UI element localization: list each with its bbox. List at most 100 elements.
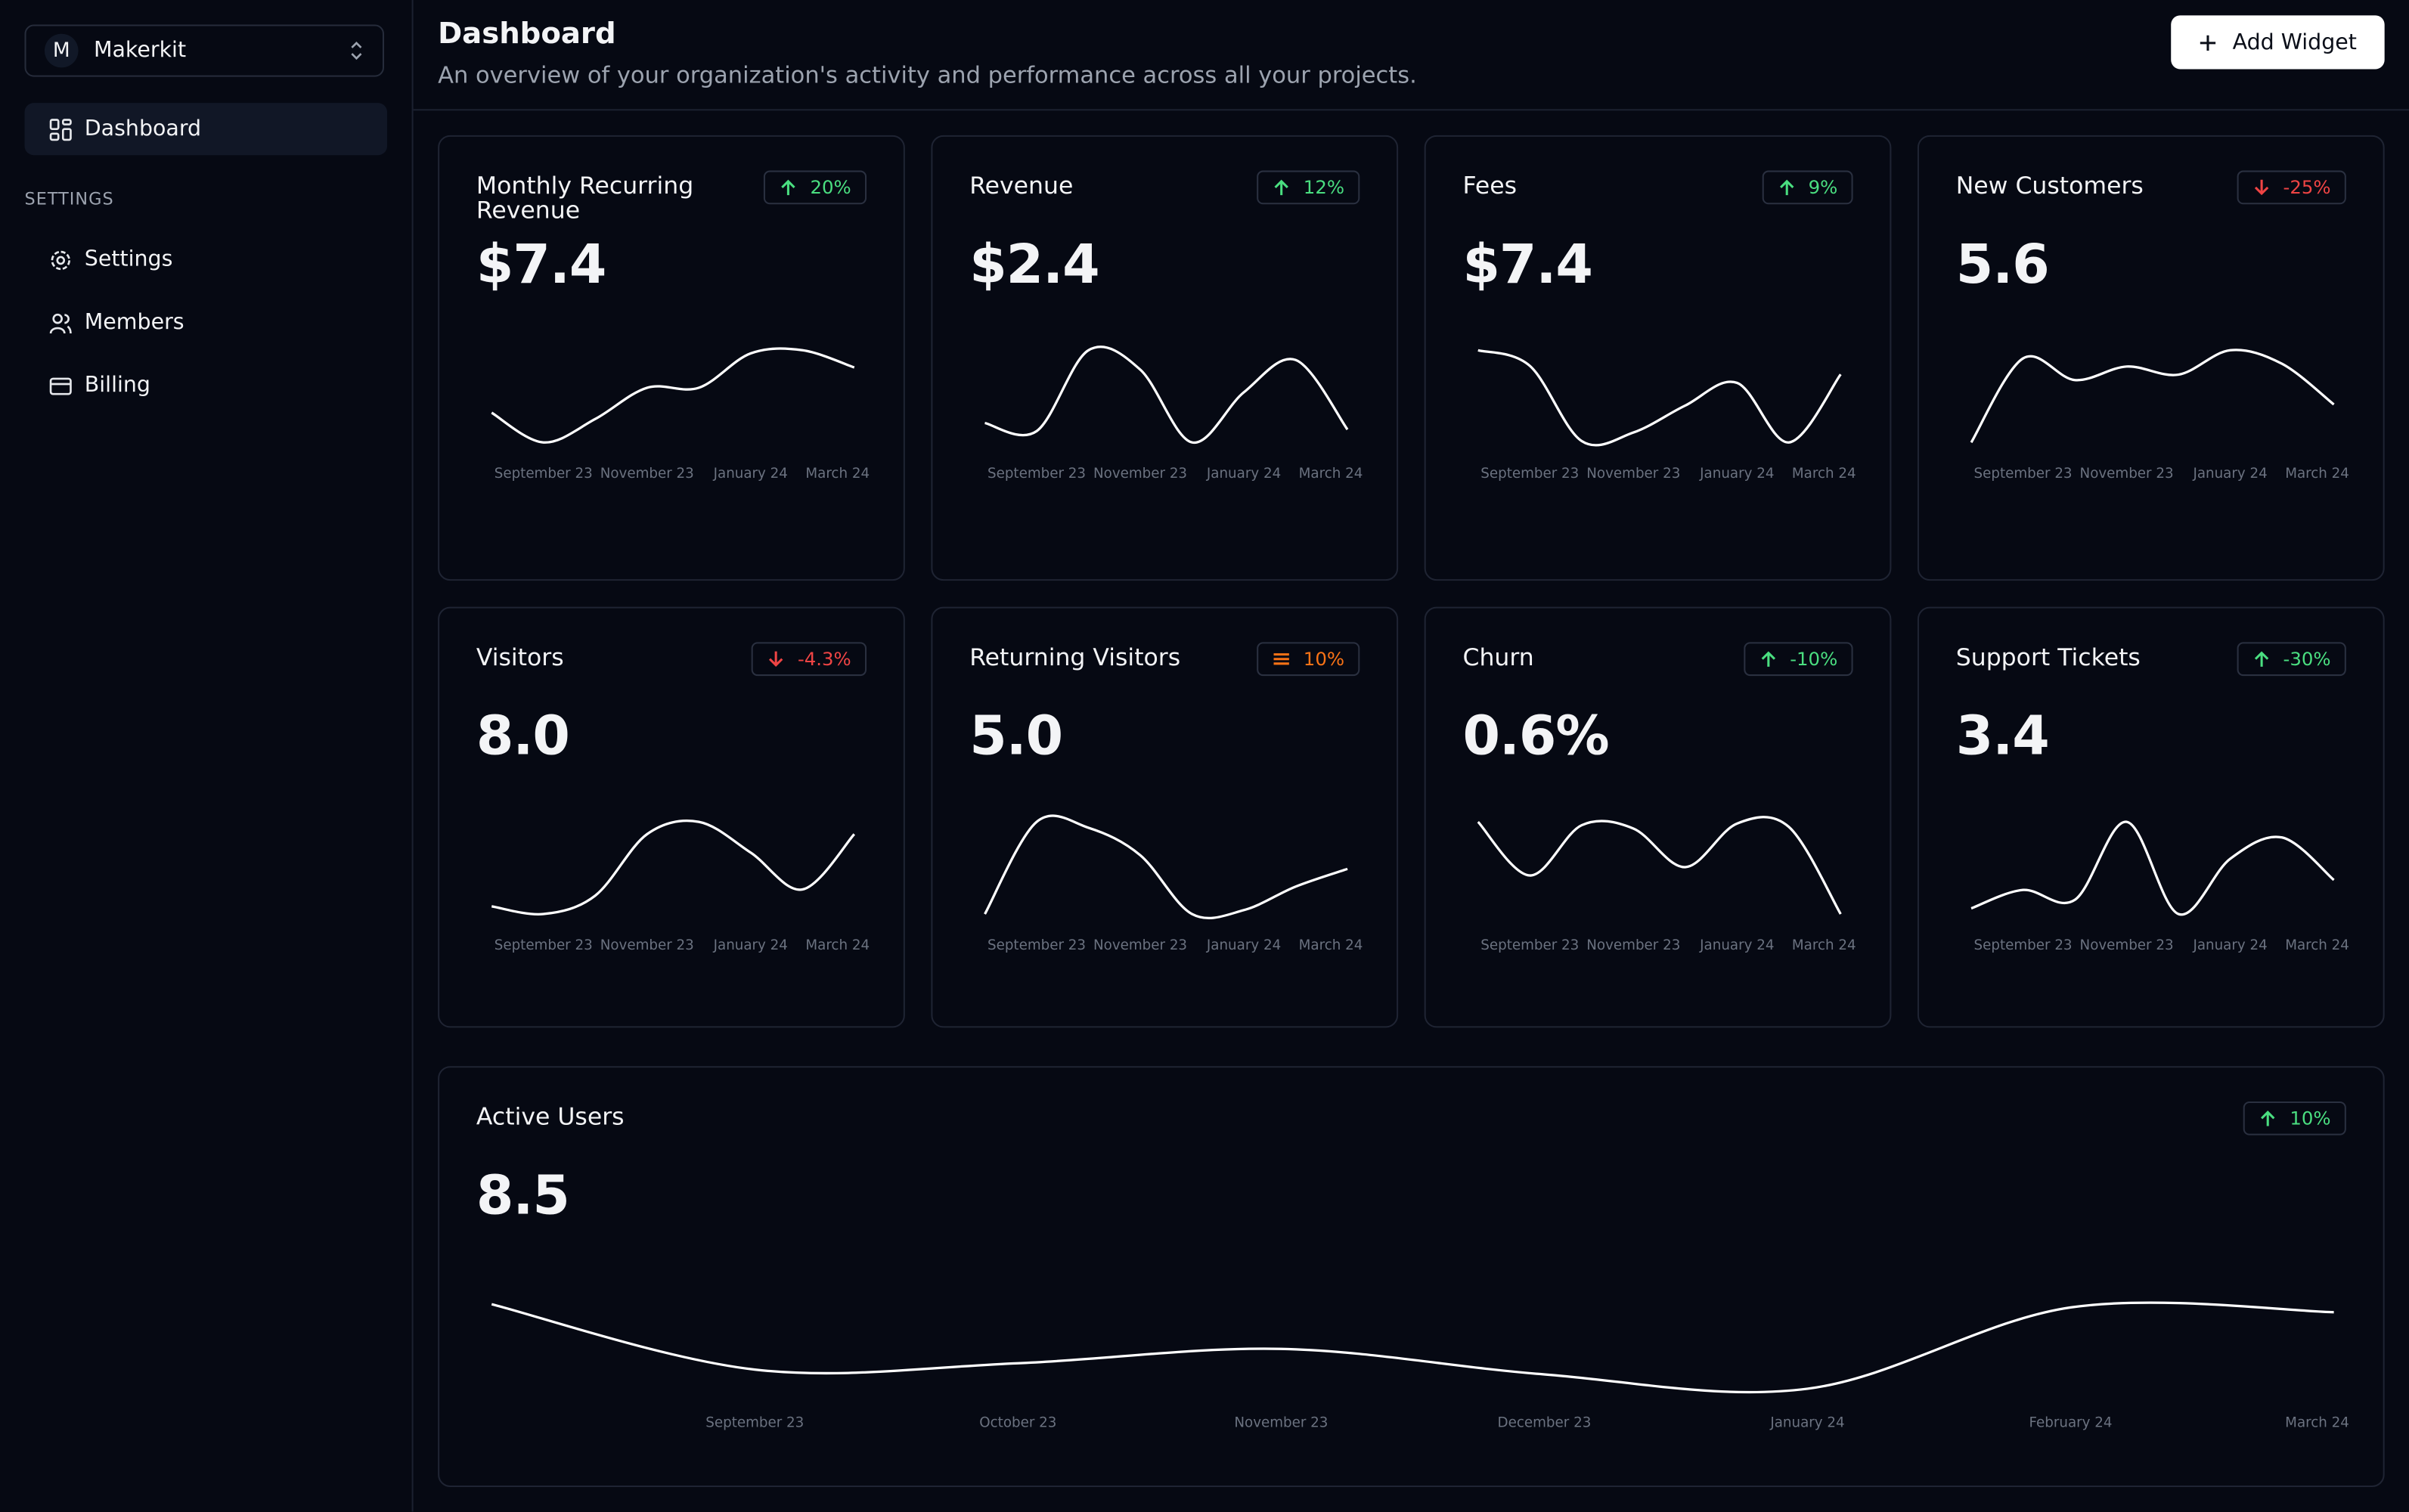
- sparkline-chart: September 23 November 23 January 24 March 2…: [491, 820, 870, 953]
- x-tick-label: November 23: [1586, 937, 1680, 953]
- nav-item[interactable]: Dashboard: [24, 103, 388, 156]
- sparkline: [984, 814, 1348, 920]
- chart: September 23 November 23 January 24 March 2…: [969, 768, 1363, 974]
- sparkline-chart: September 23 November 23 January 24 March 2…: [1970, 349, 2349, 482]
- sparkline: [1477, 816, 1842, 915]
- x-tick-label: February 24: [2029, 1415, 2113, 1431]
- chart: September 23 November 23 January 24 March 2…: [969, 296, 1363, 502]
- trend-icon-path: [1779, 179, 1794, 196]
- trend-badge: 9%: [1762, 170, 1853, 205]
- page-title: Dashboard: [438, 17, 616, 51]
- sparkline-chart: September 23 November 23 January 24 March 2…: [1970, 820, 2349, 953]
- nav-label: Billing: [84, 373, 151, 398]
- metric-card: Churn -10% 0.6% September 23 November 23 Janu…: [1424, 606, 1892, 1028]
- badge-label: 10%: [2290, 1108, 2331, 1129]
- metric-card: Visitors -4.3% 8.0 September 23 November 23 J…: [438, 606, 905, 1028]
- nav-label: Settings: [84, 247, 173, 272]
- section-label: SETTINGS: [24, 188, 114, 209]
- metric-card: Support Tickets -30% 3.4 September 23 Novemb…: [1917, 606, 2385, 1028]
- card-value: 3.4: [1955, 706, 2050, 769]
- badge-label: -25%: [2283, 176, 2331, 199]
- card-title: Support Tickets: [1955, 643, 2141, 671]
- x-tick-label: November 23: [1586, 466, 1680, 482]
- nav-item[interactable]: Members: [25, 296, 388, 349]
- trend-badge: 10%: [1257, 642, 1360, 677]
- trend-icon-path: [2254, 651, 2269, 667]
- badge-label: 12%: [1303, 176, 1344, 199]
- metric-card: Revenue 12% $2.4 September 23 November 23 Jan…: [931, 135, 1399, 581]
- card-header: Support Tickets -30%: [1956, 642, 2346, 694]
- trend-icon-path: [2261, 1111, 2276, 1126]
- card-header: Visitors -4.3%: [476, 642, 867, 694]
- trend-badge: -25%: [2237, 170, 2346, 205]
- sparkline-chart: September 23 October 23 November 23 Decembe…: [491, 1301, 2349, 1431]
- add-widget-button[interactable]: Add Widget: [2171, 15, 2385, 70]
- x-tick-label: September 23: [987, 466, 1086, 482]
- metric-card: Fees 9% $7.4 September 23 November 23 January…: [1424, 135, 1892, 581]
- x-tick-label: December 23: [1498, 1415, 1592, 1431]
- chart: September 23 November 23 January 24 March 2…: [476, 296, 870, 502]
- card-header: Monthly Recurring Revenue 20%: [476, 170, 867, 225]
- sparkline-chart: September 23 November 23 January 24 March 2…: [491, 347, 870, 482]
- x-tick-label: November 23: [1234, 1415, 1328, 1431]
- card-title: New Customers: [1955, 172, 2144, 200]
- sparkline-chart: September 23 November 23 January 24 March 2…: [984, 814, 1363, 953]
- x-tick-label: March 24: [805, 937, 870, 953]
- card-value: $7.4: [1462, 234, 1592, 297]
- badge-label: -30%: [2283, 648, 2331, 670]
- card-value: 5.6: [1955, 234, 2050, 297]
- x-tick-label: March 24: [805, 466, 870, 482]
- x-tick-label: January 24: [1769, 1415, 1844, 1431]
- card-header: Churn -10%: [1462, 642, 1853, 694]
- x-tick-label: January 24: [1699, 937, 1774, 953]
- x-tick-label: January 24: [1206, 937, 1281, 953]
- x-tick-label: September 23: [1974, 937, 2073, 953]
- avatar: M: [44, 33, 79, 68]
- nav-item[interactable]: Settings: [25, 234, 388, 286]
- x-tick-label: March 24: [2285, 937, 2349, 953]
- chart: September 23 October 23 November 23 Decembe…: [476, 1228, 2349, 1464]
- x-tick-label: September 23: [705, 1415, 804, 1431]
- card-title: Returning Visitors: [969, 643, 1181, 671]
- trend-badge: 10%: [2243, 1101, 2346, 1136]
- card-title: Monthly Recurring Revenue: [476, 172, 694, 225]
- card-title: Visitors: [476, 643, 564, 671]
- sparkline: [1970, 349, 2335, 444]
- x-tick-label: March 24: [2285, 466, 2349, 482]
- trend-icon-path: [2254, 179, 2269, 196]
- trend-icon: [2261, 1111, 2276, 1126]
- chart: September 23 November 23 January 24 March 2…: [1462, 296, 1856, 502]
- card-title: Churn: [1462, 643, 1534, 671]
- card-value: 0.6%: [1462, 706, 1609, 769]
- trend-icon: [1275, 179, 1289, 196]
- sparkline-chart: September 23 November 23 January 24 March 2…: [1477, 349, 1856, 482]
- account-selector[interactable]: M Makerkit: [24, 24, 385, 77]
- settings-icon: [51, 249, 70, 270]
- sparkline: [491, 1301, 2334, 1394]
- x-tick-label: November 23: [600, 937, 694, 953]
- nav-item[interactable]: Billing: [25, 359, 388, 411]
- card-header: Active Users 10%: [476, 1101, 2346, 1154]
- trend-icon: [769, 651, 783, 668]
- trend-badge: -10%: [1744, 642, 1853, 677]
- account-name: Makerkit: [93, 38, 187, 64]
- trend-icon: [1761, 651, 1776, 667]
- x-tick-label: March 24: [1299, 466, 1363, 482]
- x-tick-label: January 24: [713, 466, 788, 482]
- x-tick-label: January 24: [713, 937, 788, 953]
- card-header: Fees 9%: [1462, 170, 1853, 223]
- x-tick-label: November 23: [600, 466, 694, 482]
- x-tick-label: September 23: [495, 466, 593, 482]
- x-tick-label: September 23: [987, 937, 1086, 953]
- chart: September 23 November 23 January 24 March 2…: [1956, 296, 2349, 502]
- trend-icon-path: [1761, 651, 1776, 667]
- badge-label: 9%: [1808, 176, 1838, 199]
- sidebar: M Makerkit Dashboard SETTINGS Settings M…: [0, 0, 414, 1512]
- badge-label: 10%: [1303, 648, 1344, 670]
- card-header: Revenue 12%: [969, 170, 1360, 223]
- trend-icon-path: [781, 179, 796, 196]
- page-header: Dashboard An overview of your organizati…: [413, 0, 2409, 111]
- metric-card: Monthly Recurring Revenue 20% $7.4 Septembe…: [438, 135, 905, 581]
- card-header: Returning Visitors 10%: [969, 642, 1360, 694]
